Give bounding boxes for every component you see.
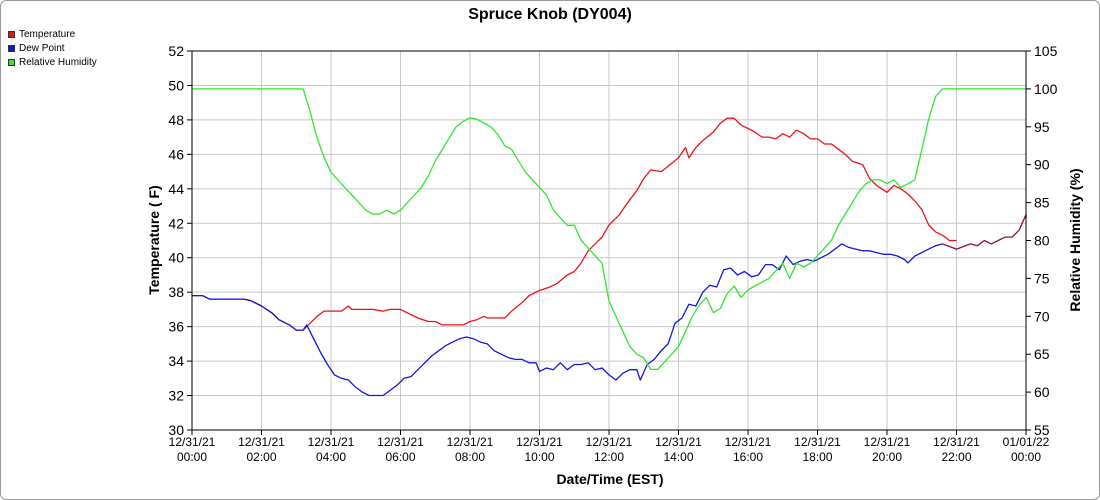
y-tick-label: 44 (168, 181, 184, 197)
legend-label-dew-point: Dew Point (19, 42, 65, 54)
y-tick-label: 38 (168, 284, 184, 300)
x-tick-date: 12/31/21 (377, 435, 424, 449)
x-tick-date: 12/31/21 (516, 435, 563, 449)
x-tick-date: 12/31/21 (169, 435, 216, 449)
series-lines (192, 88, 1027, 397)
legend-item-dew-point: Dew Point (8, 41, 97, 55)
y-tick-label: 52 (168, 43, 184, 59)
x-tick-time: 22:00 (941, 450, 971, 464)
y-tick-label: 40 (168, 250, 184, 266)
x-tick-time: 20:00 (872, 450, 902, 464)
x-tick-time: 00:00 (1011, 450, 1041, 464)
y-tick-label: 30 (168, 422, 184, 438)
x-axis-title: Date/Time (EST) (556, 471, 663, 487)
x-tick-date: 12/31/21 (238, 435, 285, 449)
y-tick-label: 32 (168, 388, 184, 404)
legend-label-temperature: Temperature (19, 28, 76, 40)
y2-tick-label: 75 (1034, 270, 1050, 286)
chart-title: Spruce Knob (DY004) (468, 6, 632, 23)
y2-tick-label: 65 (1034, 346, 1050, 362)
y2-tick-label: 85 (1034, 195, 1050, 211)
y2-tick-label: 60 (1034, 384, 1050, 400)
x-tick-time: 08:00 (455, 450, 485, 464)
series-line-overlap (942, 214, 1027, 250)
y2-tick-label: 100 (1034, 81, 1058, 97)
x-tick-date: 01/01/22 (1003, 435, 1050, 449)
x-tick-date: 12/31/21 (725, 435, 772, 449)
legend-swatch-relative-humidity (8, 58, 15, 66)
x-tick-time: 18:00 (802, 450, 832, 464)
x-tick-date: 12/31/21 (794, 435, 841, 449)
legend-swatch-temperature (8, 30, 15, 38)
x-tick-time: 06:00 (385, 450, 415, 464)
y2-tick-label: 90 (1034, 157, 1050, 173)
legend-item-relative-humidity: Relative Humidity (8, 55, 97, 69)
x-tick-time: 14:00 (663, 450, 693, 464)
grid (191, 50, 1027, 431)
x-tick-date: 12/31/21 (447, 435, 494, 449)
y2-tick-label: 95 (1034, 119, 1050, 135)
x-tick-date: 12/31/21 (655, 435, 702, 449)
y-tick-label: 50 (168, 77, 184, 93)
y-tick-label: 46 (168, 146, 184, 162)
axis-ticks: 30 32 34 36 38 40 42 44 46 48 50 52 55 60 65 70 75 80 85 90… (168, 43, 1057, 464)
x-tick-time: 16:00 (733, 450, 763, 464)
y2-tick-label: 105 (1034, 43, 1058, 59)
x-tick-time: 04:00 (316, 450, 346, 464)
y2-axis-title: Relative Humidity (%) (1067, 168, 1083, 311)
y-tick-label: 48 (168, 112, 184, 128)
series-line-relative-humidity (192, 88, 1026, 371)
series-line-temperature (192, 117, 957, 331)
legend-label-relative-humidity: Relative Humidity (19, 56, 97, 68)
y2-tick-label: 70 (1034, 308, 1050, 324)
legend-item-temperature: Temperature (8, 27, 97, 41)
legend: Temperature Dew Point Relative Humidity (8, 27, 97, 69)
y2-tick-label: 55 (1034, 422, 1050, 438)
x-tick-time: 10:00 (524, 450, 554, 464)
x-tick-date: 12/31/21 (864, 435, 911, 449)
y-tick-label: 42 (168, 215, 184, 231)
y-tick-label: 34 (168, 353, 184, 369)
x-tick-date: 12/31/21 (933, 435, 980, 449)
y-axis-title: Temperature ( F) (146, 185, 162, 294)
x-tick-time: 00:00 (177, 450, 207, 464)
y-tick-label: 36 (168, 319, 184, 335)
x-tick-date: 12/31/21 (308, 435, 355, 449)
x-tick-time: 02:00 (246, 450, 276, 464)
legend-swatch-dew-point (8, 44, 15, 52)
x-tick-date: 12/31/21 (586, 435, 633, 449)
y2-tick-label: 80 (1034, 233, 1050, 249)
plot-area-border (191, 50, 1027, 431)
x-tick-time: 12:00 (594, 450, 624, 464)
series-line-dew-point (192, 243, 943, 397)
